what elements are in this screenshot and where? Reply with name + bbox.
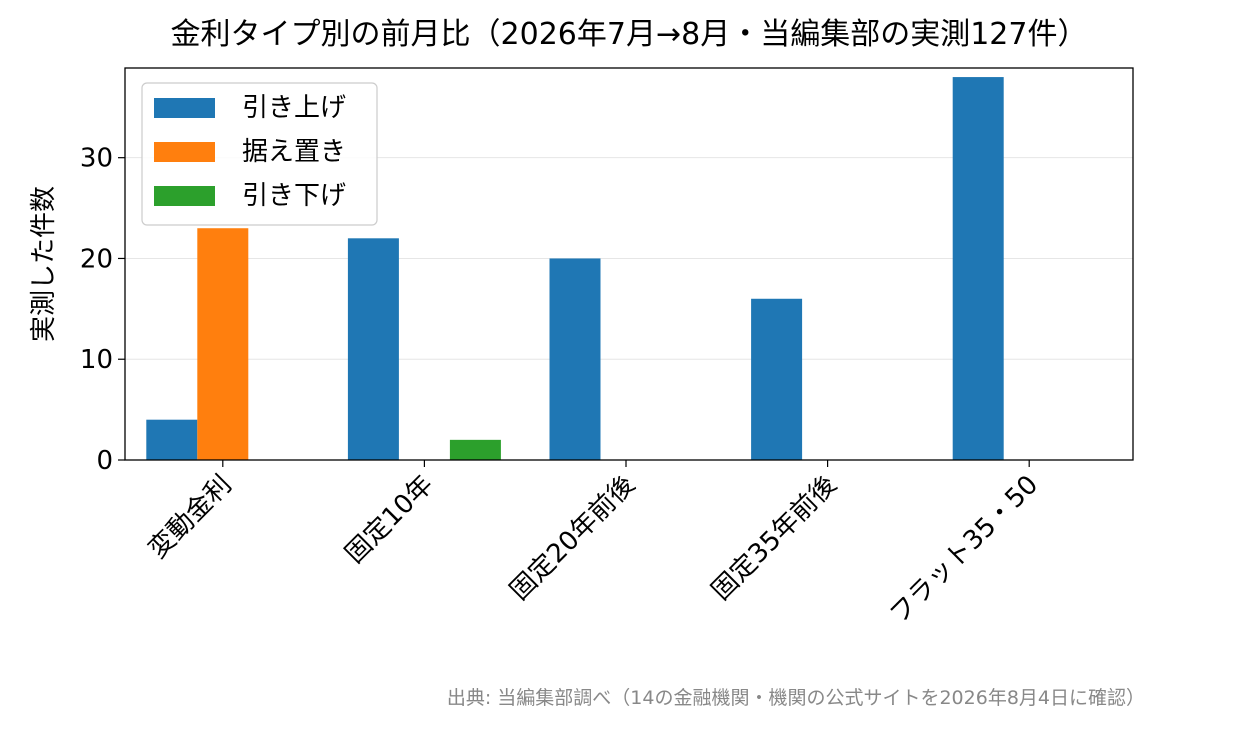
- legend-swatch: [154, 186, 215, 206]
- bar-1-5: [952, 77, 1004, 461]
- bar-1-2: [347, 238, 399, 460]
- bar-2-1: [197, 228, 249, 460]
- x-tick-label: 固定20年前後: [504, 470, 641, 607]
- y-axis-label: 実測した件数: [29, 186, 59, 342]
- x-tick-label: フラット35・50: [884, 470, 1044, 630]
- y-tick-label: 30: [80, 144, 113, 174]
- y-tick-label: 0: [96, 446, 113, 476]
- x-tick-label: 固定35年前後: [706, 470, 843, 607]
- source-note: 出典: 当編集部調べ（14の金融機関・機関の公式サイトを2026年8月4日に確認…: [447, 687, 1145, 709]
- y-tick-label: 10: [80, 345, 113, 375]
- bar-3-2: [449, 439, 501, 460]
- chart-title: 金利タイプ別の前月比（2026年7月→8月・当編集部の実測127件）: [171, 17, 1088, 52]
- y-tick-label: 20: [80, 244, 113, 274]
- bar-1-3: [549, 258, 601, 460]
- x-tick-label: 変動金利: [143, 470, 238, 565]
- plot-frame: [124, 67, 1134, 461]
- y-axis: 0 10 20 30: [80, 144, 125, 476]
- legend-swatch: [154, 98, 215, 118]
- bar-1-1: [146, 419, 198, 460]
- bar-1-4: [751, 298, 803, 460]
- legend-label: 引き下げ: [242, 181, 346, 211]
- legend-label: 据え置き: [242, 137, 346, 167]
- legend-swatch: [154, 142, 215, 162]
- x-tick-label: 固定10年: [340, 470, 440, 570]
- legend-label: 引き上げ: [242, 93, 346, 123]
- bars-layer: [146, 77, 1004, 461]
- x-axis: 変動金利 固定10年 固定20年前後 固定35年前後 フラット35・50: [143, 460, 1044, 630]
